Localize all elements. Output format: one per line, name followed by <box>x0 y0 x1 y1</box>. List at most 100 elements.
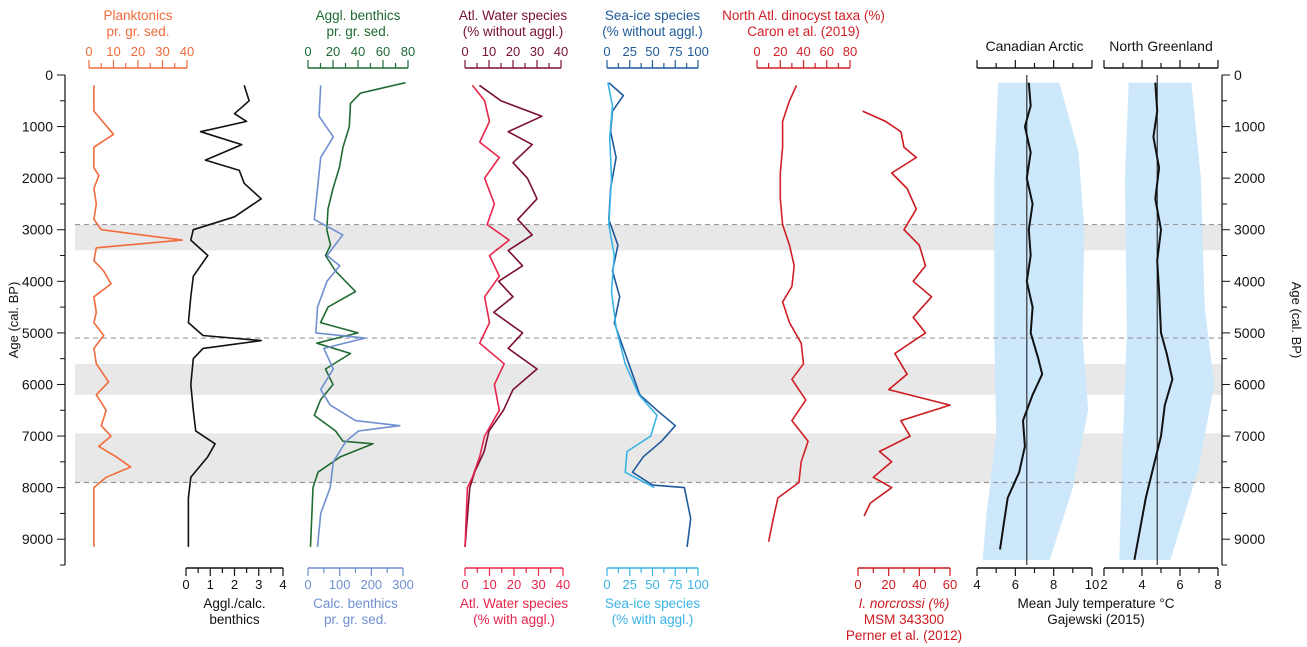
atlw-tick-label: 10 <box>482 577 496 592</box>
sea-tick-label: 0 <box>603 577 610 592</box>
aggl-tick-label: 20 <box>326 44 340 59</box>
atlwo-title-line-0: Atl. Water species <box>459 8 568 23</box>
right-age-tick-label: 7000 <box>1234 428 1265 444</box>
atlw-tick-label: 40 <box>556 577 570 592</box>
atlw-tick-label: 30 <box>531 577 545 592</box>
greenland-series-line <box>1133 82 1174 560</box>
calc-tick-label: 100 <box>329 577 351 592</box>
canada-tick-label: 6 <box>1012 577 1019 592</box>
inorc-title-line-2: Perner et al. (2012) <box>846 628 962 643</box>
atlwo-title-line-1: (% without aggl.) <box>463 24 564 39</box>
agglcalc-title-line-1: benthics <box>209 612 260 627</box>
planktonics-tick-label: 30 <box>155 44 169 59</box>
seawo-title-line-0: Sea-ice species <box>605 8 701 23</box>
planktonics-tick-label: 0 <box>85 44 92 59</box>
seawo-tick-label: 25 <box>623 44 637 59</box>
aggl-series-line <box>309 81 406 547</box>
left-age-tick-label: 2000 <box>22 170 53 186</box>
sea-title-line-1: (% with aggl.) <box>612 612 694 627</box>
planktonics-tick-label: 20 <box>131 44 145 59</box>
calc-title-line-0: Calc. benthics <box>313 596 398 611</box>
dino-tick-label: 40 <box>796 44 810 59</box>
agglcalc-series-line <box>187 85 263 547</box>
aggl-tick-label: 60 <box>376 44 390 59</box>
canada-series-line <box>999 82 1044 550</box>
inorc-tick-label: 60 <box>943 577 957 592</box>
atlw-title-line-0: Atl. Water species <box>460 596 569 611</box>
sea-tick-label: 100 <box>687 577 709 592</box>
calc-series-line <box>313 85 401 547</box>
dino-tick-label: 80 <box>843 44 857 59</box>
right-age-tick-label: 9000 <box>1234 531 1265 547</box>
inorc-title-line-1: MSM 343300 <box>864 612 944 627</box>
seawo-tick-label: 0 <box>603 44 610 59</box>
aggl-tick-label: 80 <box>401 44 415 59</box>
right-age-tick-label: 3000 <box>1234 222 1265 238</box>
aggl-title-line-1: pr. gr. sed. <box>326 24 389 39</box>
greenland-tick-label: 6 <box>1176 577 1183 592</box>
atlw-tick-label: 0 <box>461 577 468 592</box>
right-age-tick-label: 1000 <box>1234 119 1265 135</box>
sea-tick-label: 50 <box>645 577 659 592</box>
seawo-tick-label: 50 <box>645 44 659 59</box>
planktonics-series-line <box>93 85 183 547</box>
agglcalc-tick-label: 3 <box>255 577 262 592</box>
atlw-series-line <box>464 84 510 547</box>
temperature-title-line-0: Mean July temperature °C <box>1018 596 1175 611</box>
agglcalc-tick-label: 4 <box>279 577 286 592</box>
inorc-title-line-0: I. norcrossi (%) <box>859 596 950 611</box>
right-age-tick-label: 2000 <box>1234 170 1265 186</box>
sea-series-line <box>607 82 658 489</box>
atlwo-tick-label: 20 <box>506 44 520 59</box>
temperature-title-line-1: Gajewski (2015) <box>1047 612 1145 627</box>
seawo-tick-label: 75 <box>668 44 682 59</box>
calc-tick-label: 200 <box>360 577 382 592</box>
atlwo-tick-label: 30 <box>530 44 544 59</box>
atlwo-series-line <box>464 84 543 547</box>
agglcalc-tick-label: 0 <box>182 577 189 592</box>
seawo-title-line-1: (% without aggl.) <box>602 24 703 39</box>
sea-tick-label: 25 <box>623 577 637 592</box>
left-age-tick-label: 3000 <box>22 222 53 238</box>
calc-tick-label: 0 <box>304 577 311 592</box>
left-age-tick-label: 8000 <box>22 480 53 496</box>
planktonics-tick-label: 10 <box>106 44 120 59</box>
atlw-title-line-1: (% with aggl.) <box>473 612 555 627</box>
atlwo-tick-label: 0 <box>461 44 468 59</box>
canada-tick-label: 4 <box>973 577 980 592</box>
greenland-title: North Greenland <box>1109 38 1213 54</box>
atlw-tick-label: 20 <box>507 577 521 592</box>
greenland-tick-label: 4 <box>1138 577 1145 592</box>
canada-tick-label: 10 <box>1085 577 1099 592</box>
inorc-tick-label: 40 <box>912 577 926 592</box>
planktonics-tick-label: 40 <box>180 44 194 59</box>
calc-tick-label: 300 <box>392 577 414 592</box>
sea-tick-label: 75 <box>668 577 682 592</box>
dino-title-line-1: Caron et al. (2019) <box>747 24 860 39</box>
agglcalc-tick-label: 2 <box>231 577 238 592</box>
right-age-tick-label: 4000 <box>1234 273 1265 289</box>
canada-tick-label: 8 <box>1050 577 1057 592</box>
dino-tick-label: 20 <box>773 44 787 59</box>
right-age-tick-label: 5000 <box>1234 325 1265 341</box>
left-age-axis-label: Age (cal. BP) <box>6 282 21 359</box>
atlwo-tick-label: 10 <box>482 44 496 59</box>
left-age-tick-label: 0 <box>45 67 53 83</box>
aggl-tick-label: 0 <box>304 44 311 59</box>
inorc-series-line <box>862 110 951 517</box>
agglcalc-title-line-0: Aggl./calc. <box>203 596 265 611</box>
right-age-axis-label: Age (cal. BP) <box>1289 282 1304 359</box>
greenland-tick-label: 8 <box>1214 577 1221 592</box>
dino-title-line-0: North Atl. dinocyst taxa (%) <box>722 8 885 23</box>
greenland-tick-label: 2 <box>1100 577 1107 592</box>
sea-title-line-0: Sea-ice species <box>605 596 701 611</box>
inorc-tick-label: 20 <box>881 577 895 592</box>
aggl-tick-label: 40 <box>351 44 365 59</box>
left-age-tick-label: 1000 <box>22 119 53 135</box>
planktonics-title-line-0: Planktonics <box>103 8 172 23</box>
left-age-tick-label: 4000 <box>22 273 53 289</box>
left-age-tick-label: 9000 <box>22 531 53 547</box>
right-age-tick-label: 0 <box>1234 67 1242 83</box>
canada-uncertainty-band <box>982 82 1089 560</box>
